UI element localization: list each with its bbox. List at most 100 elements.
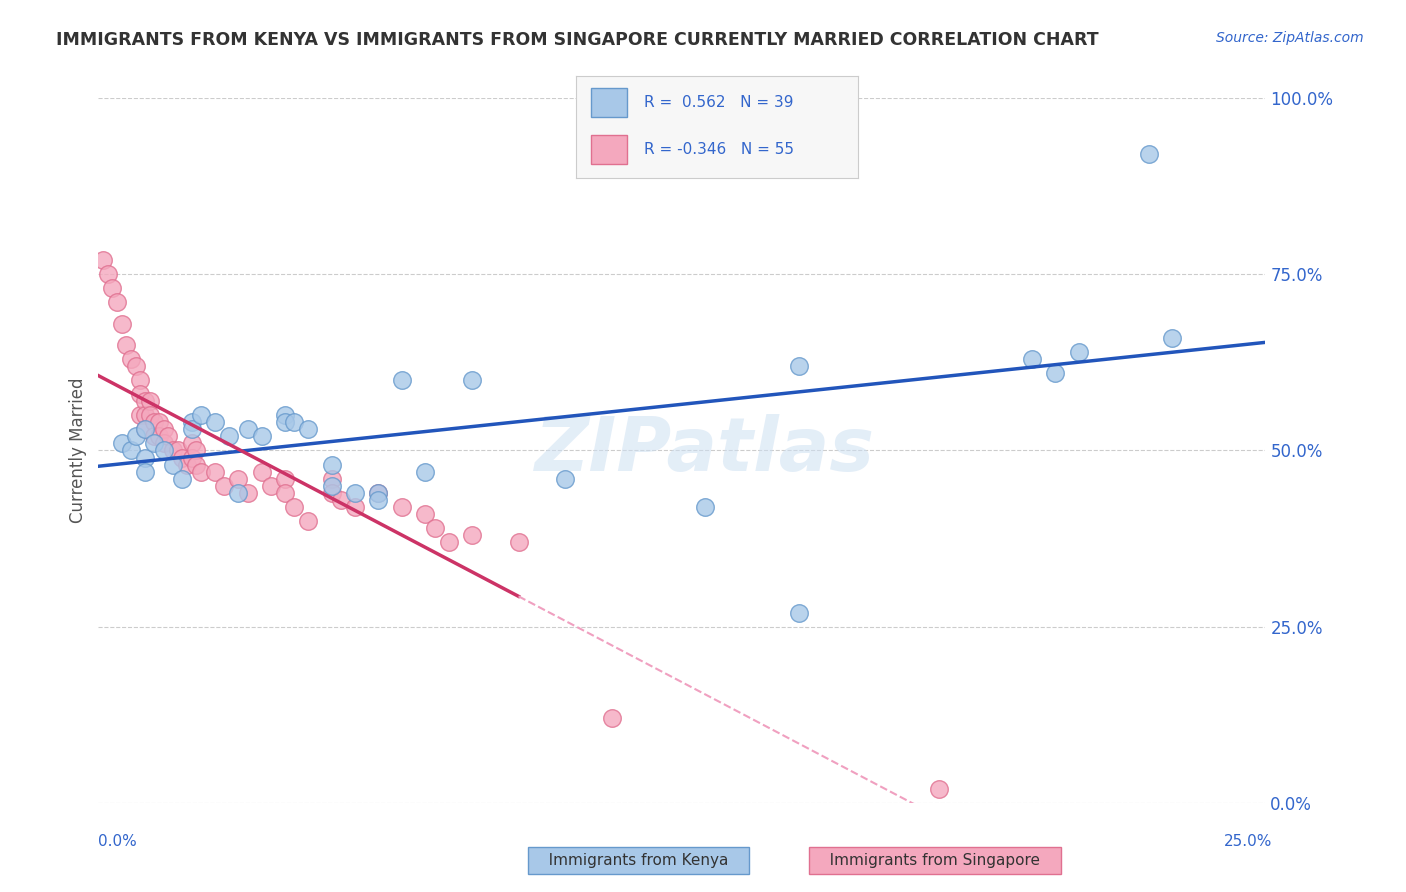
Point: [321, 478, 343, 492]
Text: 25.0%: 25.0%: [1225, 834, 1272, 849]
Text: IMMIGRANTS FROM KENYA VS IMMIGRANTS FROM SINGAPORE CURRENTLY MARRIED CORRELATION: IMMIGRANTS FROM KENYA VS IMMIGRANTS FROM…: [56, 31, 1099, 49]
Point: [1045, 366, 1067, 380]
Point: [101, 281, 124, 295]
Point: [423, 521, 446, 535]
Point: [274, 415, 297, 429]
Point: [695, 500, 717, 514]
Point: [274, 472, 297, 486]
Point: [166, 443, 188, 458]
Point: [391, 373, 413, 387]
Bar: [591, 136, 627, 164]
Point: [152, 443, 174, 458]
Point: [461, 373, 484, 387]
Point: [120, 443, 142, 458]
Point: [97, 268, 120, 282]
Point: [250, 429, 273, 443]
Point: [152, 436, 174, 450]
Point: [928, 781, 950, 796]
Point: [139, 409, 162, 423]
Point: [190, 409, 212, 423]
Point: [554, 472, 576, 486]
Point: [204, 415, 226, 429]
Point: [129, 373, 152, 387]
Point: [143, 436, 166, 450]
Point: [297, 514, 319, 528]
Point: [180, 422, 202, 436]
Point: [111, 436, 134, 450]
Point: [134, 450, 156, 465]
Point: [162, 443, 184, 458]
Point: [180, 436, 202, 450]
Point: [190, 465, 212, 479]
Point: [134, 465, 156, 479]
Point: [115, 338, 138, 352]
Point: [134, 409, 156, 423]
Point: [344, 485, 367, 500]
Point: [228, 472, 250, 486]
Point: [413, 465, 436, 479]
Point: [250, 465, 273, 479]
Point: [367, 485, 389, 500]
Text: Immigrants from Kenya: Immigrants from Kenya: [534, 854, 744, 868]
Text: Immigrants from Singapore: Immigrants from Singapore: [815, 854, 1054, 868]
Point: [391, 500, 413, 514]
Text: ZIPatlas: ZIPatlas: [536, 414, 876, 487]
Point: [321, 472, 343, 486]
Point: [321, 458, 343, 472]
Point: [787, 606, 810, 620]
Point: [134, 422, 156, 436]
Point: [214, 478, 236, 492]
Point: [186, 458, 208, 472]
Point: [129, 387, 152, 401]
Text: R =  0.562   N = 39: R = 0.562 N = 39: [644, 95, 793, 110]
Point: [1067, 344, 1090, 359]
Point: [367, 492, 389, 507]
Point: [143, 429, 166, 443]
Point: [139, 394, 162, 409]
Bar: [591, 88, 627, 117]
Point: [260, 478, 283, 492]
Text: Source: ZipAtlas.com: Source: ZipAtlas.com: [1216, 31, 1364, 45]
Point: [367, 485, 389, 500]
Point: [1161, 331, 1184, 345]
Point: [125, 429, 148, 443]
Point: [180, 415, 202, 429]
Point: [274, 485, 297, 500]
Point: [1021, 351, 1043, 366]
Point: [186, 443, 208, 458]
Point: [274, 409, 297, 423]
Point: [461, 528, 484, 542]
Point: [1137, 147, 1160, 161]
Point: [600, 711, 623, 725]
Point: [105, 295, 128, 310]
Point: [172, 472, 194, 486]
Point: [91, 253, 114, 268]
Point: [125, 359, 148, 373]
Point: [228, 485, 250, 500]
Point: [236, 485, 259, 500]
Point: [344, 500, 367, 514]
Point: [297, 422, 319, 436]
Point: [204, 465, 226, 479]
Point: [437, 535, 460, 549]
Point: [180, 450, 202, 465]
Y-axis label: Currently Married: Currently Married: [69, 377, 87, 524]
Point: [330, 492, 353, 507]
Point: [176, 458, 198, 472]
Point: [321, 485, 343, 500]
Point: [283, 415, 305, 429]
Point: [508, 535, 530, 549]
Point: [143, 415, 166, 429]
Point: [111, 317, 134, 331]
Point: [787, 359, 810, 373]
Point: [218, 429, 240, 443]
Point: [236, 422, 259, 436]
Point: [162, 458, 184, 472]
Text: R = -0.346   N = 55: R = -0.346 N = 55: [644, 142, 794, 157]
Point: [134, 422, 156, 436]
Point: [283, 500, 305, 514]
Point: [129, 409, 152, 423]
Point: [157, 429, 180, 443]
Point: [148, 415, 170, 429]
Text: 0.0%: 0.0%: [98, 834, 138, 849]
